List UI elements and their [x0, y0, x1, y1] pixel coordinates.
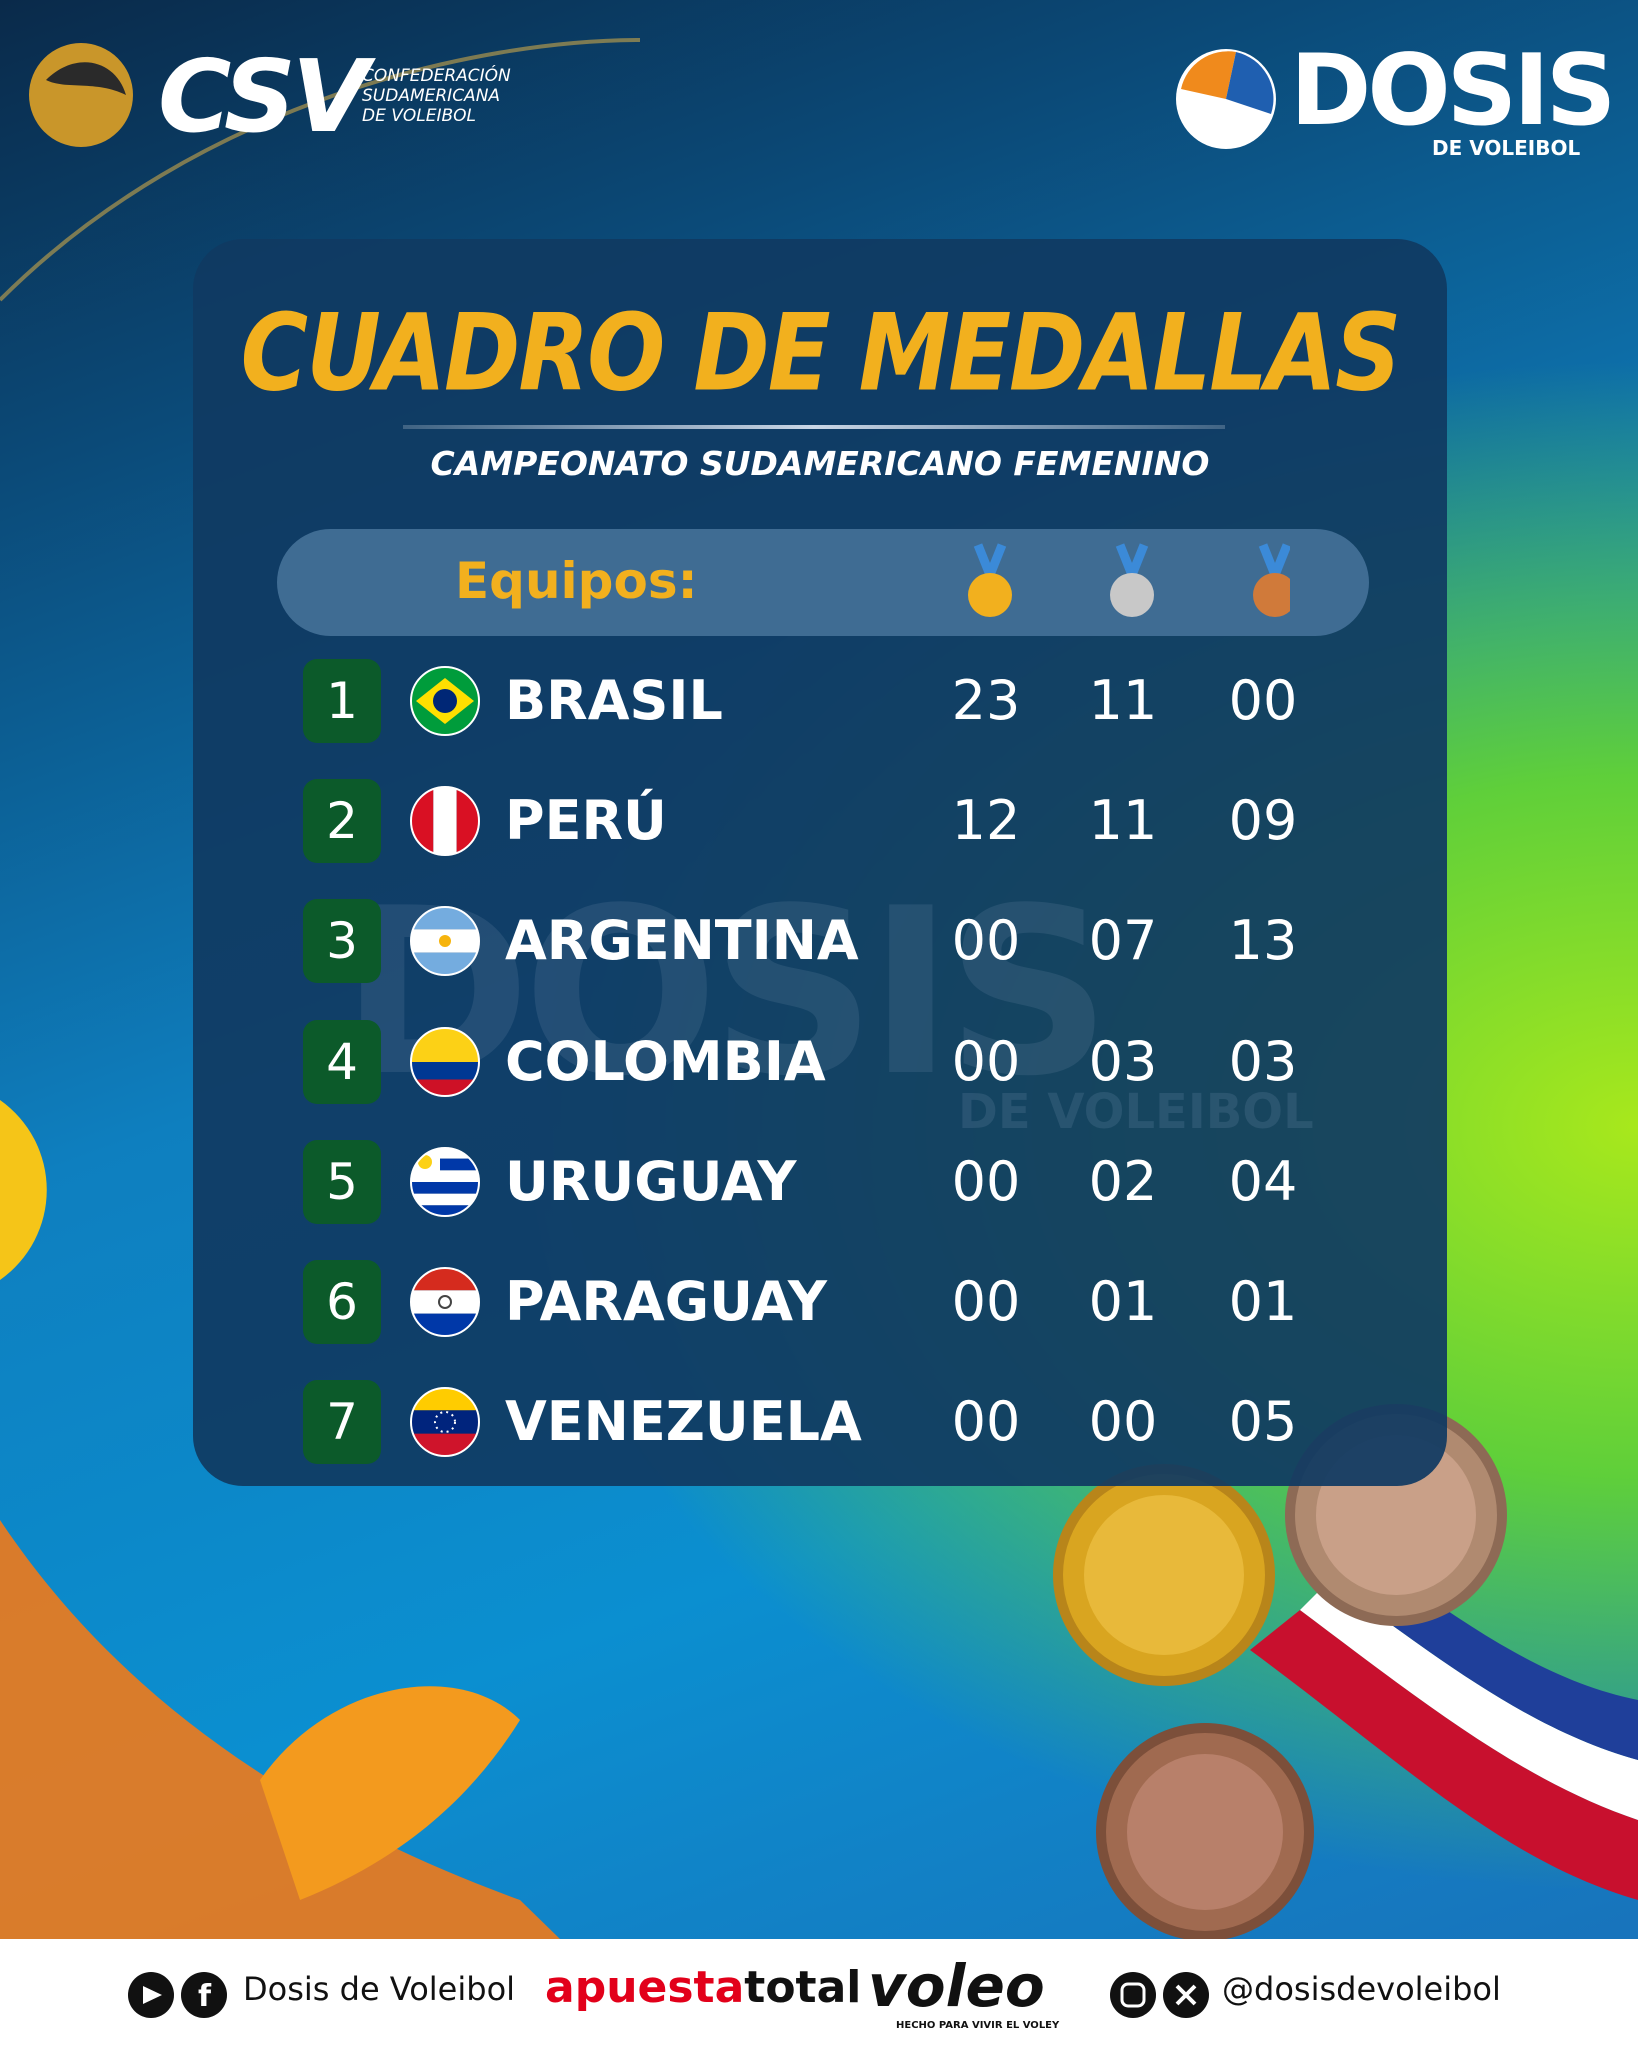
silver-count: 01	[1088, 1270, 1158, 1333]
handle: @dosisdevoleibol	[1222, 1970, 1501, 2008]
silver-icon	[1110, 543, 1154, 617]
csv-name-line: DE VOLEIBOL	[362, 106, 476, 126]
csv-emblem	[29, 43, 133, 147]
subtitle: CAMPEONATO SUDAMERICANO FEMENINO	[430, 444, 1210, 483]
flag	[410, 906, 480, 977]
csv-name-line: SUDAMERICANA	[362, 86, 501, 106]
silver-count: 02	[1088, 1149, 1158, 1213]
flag	[410, 1387, 480, 1458]
silver-count: 07	[1088, 909, 1158, 973]
csv-name: CONFEDERACIÓN SUDAMERICANA DE VOLEIBOL	[362, 66, 511, 126]
team-name: BRASIL	[505, 669, 723, 732]
orange-shape	[0, 1520, 560, 1939]
gold-count: 00	[951, 909, 1021, 973]
dosis-emblem	[1176, 49, 1276, 149]
silver-count: 11	[1088, 789, 1158, 853]
bronze-icon	[1253, 543, 1290, 617]
team-name: URUGUAY	[505, 1149, 797, 1213]
gold-count: 00	[951, 1149, 1021, 1213]
silver-count: 11	[1088, 669, 1158, 732]
flag	[410, 1267, 480, 1337]
watermark-tagline: DE VOLEIBOL	[958, 1084, 1314, 1140]
sponsor-a: apuesta	[545, 1962, 745, 2013]
team-name: PERÚ	[505, 789, 667, 853]
flag	[410, 666, 480, 736]
gold-count: 00	[951, 1270, 1021, 1333]
rank: 6	[303, 1260, 381, 1344]
csv-logo: CSV	[158, 38, 369, 155]
ball-shape	[0, 1100, 47, 1280]
rank: 7	[303, 1380, 381, 1465]
rank: 5	[303, 1139, 381, 1224]
dosis-logo: DOSIS	[1290, 34, 1616, 148]
bronze-count: 05	[1228, 1390, 1298, 1454]
flag	[410, 1026, 480, 1097]
orange-shape	[260, 1686, 520, 1900]
brand: voleo	[868, 1952, 1045, 2020]
bronze-count: 03	[1228, 1029, 1298, 1093]
bronze-count: 01	[1228, 1270, 1298, 1333]
rank: 4	[303, 1019, 381, 1104]
team-name: COLOMBIA	[505, 1029, 826, 1093]
silver-count: 00	[1088, 1390, 1158, 1454]
gold-arc	[0, 38, 641, 302]
csv-name-line: CONFEDERACIÓN	[362, 66, 511, 86]
gold-icon	[968, 543, 1012, 617]
brand-tagline: HECHO PARA VIVIR EL VOLEY	[896, 2020, 1060, 2031]
medal-icons	[968, 543, 1290, 617]
gold-count: 00	[951, 1390, 1021, 1454]
social-icons: f	[128, 1972, 227, 2018]
column-header: Equipos:	[455, 552, 698, 610]
bronze-count: 04	[1228, 1149, 1298, 1213]
social-name: Dosis de Voleibol	[243, 1970, 516, 2008]
silver-count: 03	[1088, 1029, 1158, 1093]
header-bar	[277, 529, 1369, 636]
social-icons	[1110, 1972, 1209, 2018]
bronze-count: 09	[1228, 789, 1298, 853]
gold-count: 23	[951, 669, 1021, 732]
dosis-tagline: DE VOLEIBOL	[1432, 136, 1581, 160]
flag	[410, 786, 480, 857]
rank: 2	[303, 779, 381, 864]
sponsor-b: total	[744, 1962, 862, 2013]
sponsor: apuestatotal	[545, 1962, 861, 2013]
team-name: VENEZUELA	[505, 1390, 862, 1454]
medals-decor	[1053, 1404, 1638, 1939]
gold-count: 12	[951, 789, 1021, 853]
footer	[0, 1939, 1638, 2048]
rank: 1	[303, 659, 381, 743]
panel	[193, 239, 1447, 1486]
bronze-count: 13	[1228, 909, 1298, 973]
gold-count: 00	[951, 1029, 1021, 1093]
flag	[410, 1146, 480, 1217]
team-name: ARGENTINA	[505, 909, 859, 973]
rank: 3	[303, 899, 381, 984]
bronze-count: 00	[1228, 669, 1298, 732]
svg-text:f: f	[198, 1979, 212, 2014]
team-name: PARAGUAY	[505, 1270, 828, 1333]
title-rule	[403, 425, 1225, 429]
title: CUADRO DE MEDALLAS	[240, 291, 1402, 416]
